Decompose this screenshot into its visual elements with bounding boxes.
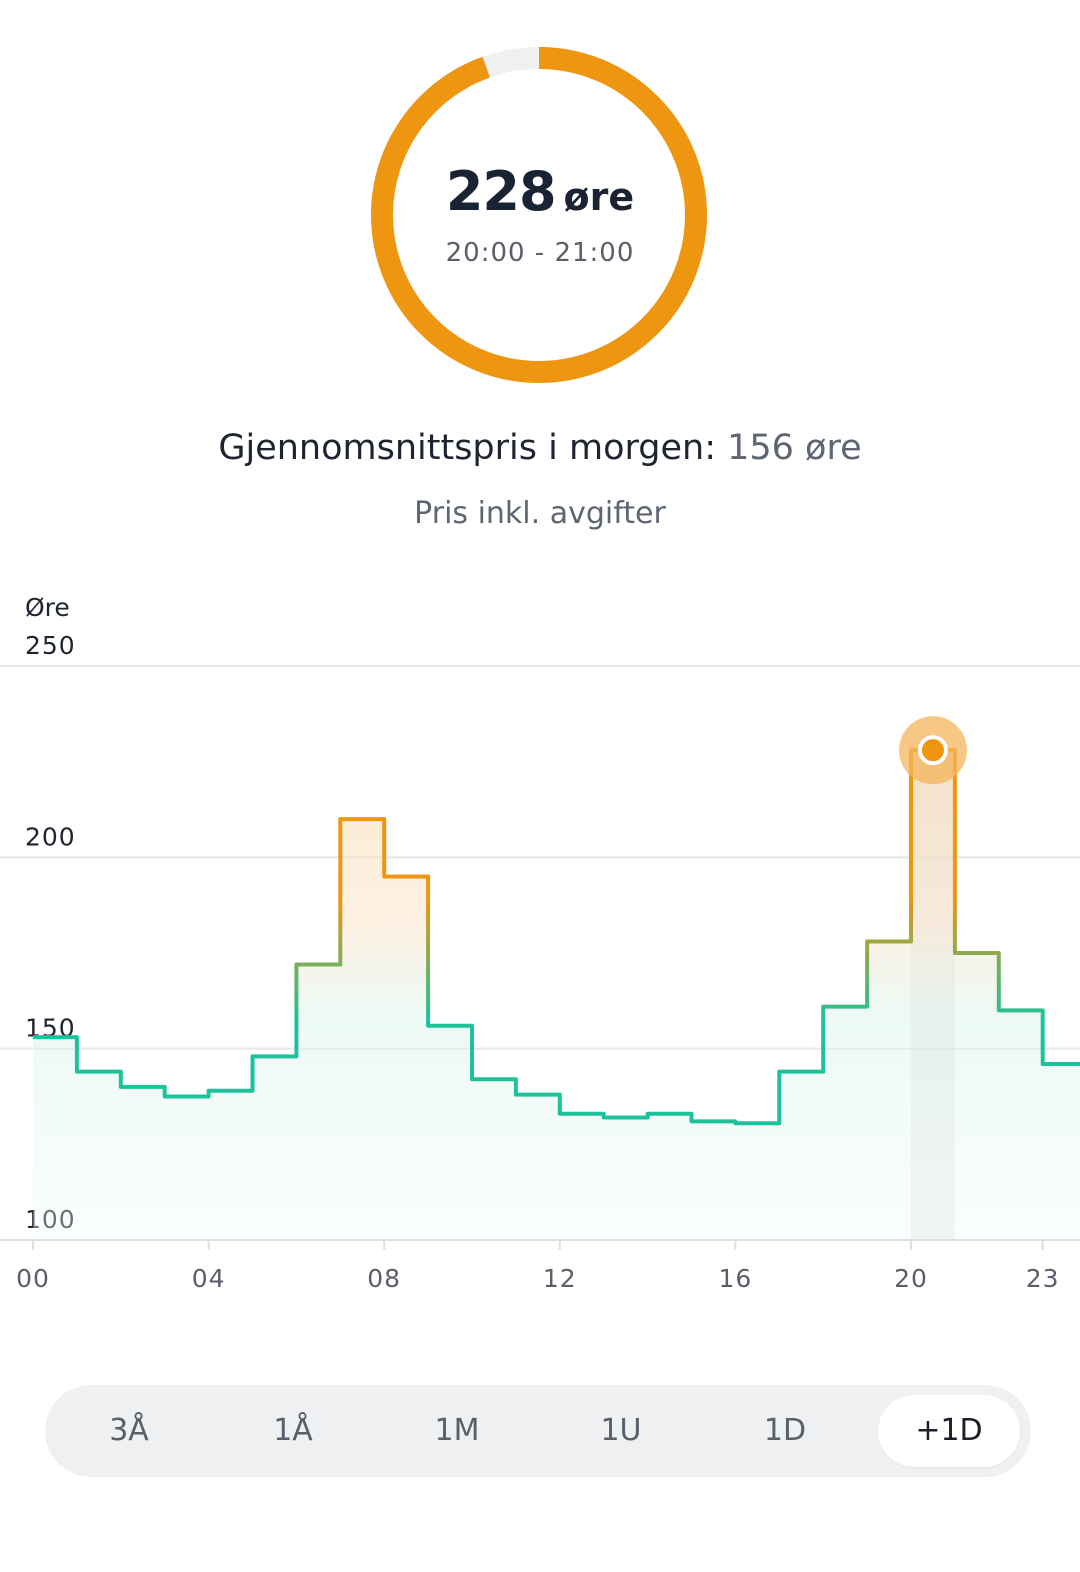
price-step-line	[33, 748, 1080, 1126]
range-selector: 3Å 1Å 1M 1U 1D +1D	[45, 1385, 1031, 1477]
average-price-label: Gjennomsnittspris i morgen:	[218, 428, 716, 468]
current-price: 228 øre	[0, 160, 1080, 223]
x-tick-label: 04	[192, 1264, 226, 1293]
x-tick-label: 16	[718, 1264, 752, 1293]
average-price-value: 156 øre	[727, 428, 862, 468]
x-tick-label: 20	[894, 1264, 928, 1293]
range-option-3[interactable]: 1U	[600, 1413, 642, 1448]
price-chart[interactable]: Øre10015020025000040812162023	[0, 580, 1080, 1310]
range-option-0[interactable]: 3Å	[109, 1413, 149, 1448]
x-tick-label: 08	[367, 1264, 401, 1293]
x-tick-label: 12	[543, 1264, 577, 1293]
range-option-1[interactable]: 1Å	[273, 1413, 313, 1448]
current-price-value: 228	[445, 160, 557, 223]
current-price-unit: øre	[563, 175, 635, 219]
range-option-2[interactable]: 1M	[434, 1413, 480, 1448]
price-area-fill	[33, 750, 1080, 1240]
price-gauge-ring	[371, 47, 707, 383]
current-price-time-range: 20:00 - 21:00	[445, 238, 635, 268]
range-option-5[interactable]: +1D	[878, 1395, 1020, 1467]
y-tick-label: 200	[25, 822, 76, 851]
y-tick-label: 250	[25, 631, 76, 660]
y-axis-label: Øre	[25, 593, 70, 622]
x-tick-label: 00	[16, 1264, 50, 1293]
x-tick-label: 23	[1026, 1264, 1060, 1293]
range-option-4[interactable]: 1D	[763, 1413, 807, 1448]
selected-point-marker	[917, 735, 948, 766]
tax-note: Pris inkl. avgifter	[414, 496, 666, 531]
average-price-line: Gjennomsnittspris i morgen: 156 øre	[0, 428, 1080, 468]
